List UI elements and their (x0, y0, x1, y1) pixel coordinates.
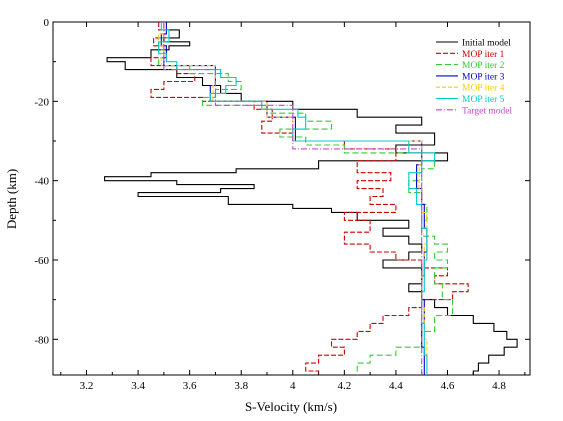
y-tick-label: 0 (44, 17, 50, 29)
legend-label: MOP iter 5 (462, 95, 505, 105)
series-line-mop-iter-1 (150, 22, 469, 375)
y-tick-label: -60 (34, 255, 49, 267)
x-tick-label: 3.6 (183, 380, 197, 392)
series-layer (104, 22, 518, 375)
x-tick-label: 3.2 (80, 380, 94, 392)
legend-label: Target model (462, 106, 512, 116)
x-tick-label: 4.6 (441, 380, 455, 392)
x-tick-label: 4.4 (389, 380, 403, 392)
series-line-mop-iter-2 (158, 22, 454, 375)
plot-frame (52, 21, 531, 376)
legend-label: MOP iter 2 (462, 61, 505, 71)
x-tick-label: 3.4 (131, 380, 145, 392)
y-axis-ticks: 0 -20 -40 -60 -80 (34, 17, 530, 346)
x-tick-label: 4 (290, 380, 296, 392)
legend-label: Initial model (462, 39, 511, 49)
series-line-mop-iter-4 (158, 22, 428, 375)
x-tick-label: 4.8 (492, 380, 506, 392)
legend-label: MOP iter 3 (462, 72, 505, 82)
legend-label: MOP iter 1 (462, 50, 505, 60)
series-line-initial-model (104, 22, 518, 375)
series-line-mop-iter-3 (160, 22, 428, 375)
y-tick-label: -80 (34, 334, 49, 346)
y-tick-label: -40 (34, 176, 49, 188)
y-axis-label: Depth (km) (4, 169, 19, 229)
x-axis-ticks: 3.2 3.4 3.6 3.8 4 4.2 4.4 4.6 4.8 (60, 22, 526, 392)
series-line-mop-iter-5 (158, 22, 436, 375)
x-axis-label: S-Velocity (km/s) (245, 399, 337, 414)
legend-label: MOP iter 4 (462, 84, 505, 94)
series-line-target-model (163, 22, 423, 375)
x-tick-label: 4.2 (337, 380, 351, 392)
x-tick-label: 3.8 (234, 380, 248, 392)
y-tick-label: -20 (34, 96, 49, 108)
